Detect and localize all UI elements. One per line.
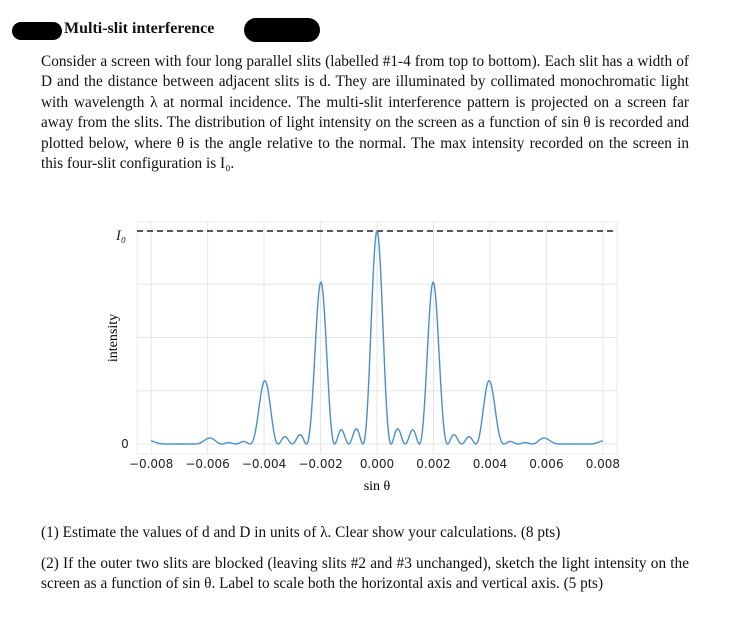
redaction-mark — [244, 18, 320, 42]
x-tick-label: 0.008 — [586, 457, 620, 471]
y-tick-label: 0 — [121, 437, 129, 451]
intensity-curve — [151, 230, 603, 445]
x-tick-label: −0.002 — [298, 457, 342, 471]
problem-statement: Consider a screen with four long paralle… — [41, 53, 689, 173]
x-tick-label: −0.006 — [185, 457, 229, 471]
problem-title: Multi-slit interference — [64, 20, 215, 37]
x-tick-label: −0.008 — [129, 457, 173, 471]
x-tick-labels: −0.008 −0.006 −0.004 −0.002 0.000 0.002 0.004 0… — [129, 457, 620, 471]
x-tick-label: 0.002 — [416, 457, 450, 471]
y-tick-label: I₀ — [115, 228, 126, 244]
x-tick-label: 0.004 — [473, 457, 507, 471]
x-tick-label: 0.006 — [529, 457, 563, 471]
y-axis-label: intensity — [106, 314, 121, 362]
x-tick-label: −0.004 — [242, 457, 286, 471]
y-tick-labels: 0 I₀ — [115, 228, 129, 451]
question-1: (1) Estimate the values of d and D in un… — [41, 524, 561, 541]
x-axis-label: sin θ — [364, 479, 391, 494]
x-tick-label: 0.000 — [360, 457, 394, 471]
redaction-mark — [12, 22, 62, 40]
question-2: (2) If the outer two slits are blocked (… — [41, 555, 689, 593]
intensity-chart: −0.008 −0.006 −0.004 −0.002 0.000 0.002 0.004 0… — [106, 221, 620, 494]
